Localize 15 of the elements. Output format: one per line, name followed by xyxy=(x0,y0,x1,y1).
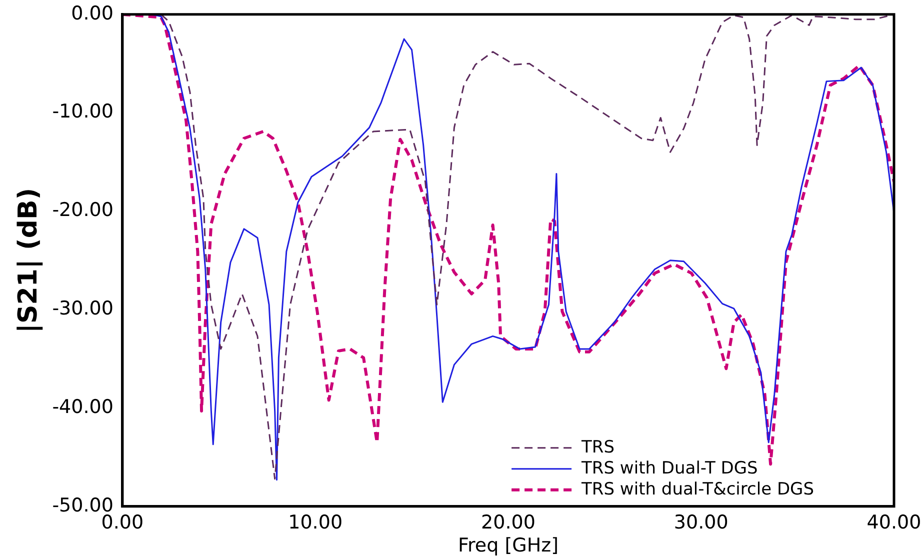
x-tick-label: 30.00 xyxy=(674,512,728,534)
y-tick-label: -20.00 xyxy=(52,199,114,222)
legend-label: TRS with dual-T&circle DGS xyxy=(580,479,814,500)
x-axis-title: Freq [GHz] xyxy=(458,534,558,557)
x-tick-label: 0.00 xyxy=(101,512,144,534)
y-tick-label: -40.00 xyxy=(52,396,114,418)
x-tick-label: 20.00 xyxy=(481,512,536,534)
y-tick-label: -10.00 xyxy=(52,100,114,123)
x-tick-label: 10.00 xyxy=(288,512,343,534)
y-tick-label: 0.00 xyxy=(71,2,114,24)
y-tick-label: -30.00 xyxy=(52,298,114,320)
y-axis-title: |S21| (dB) xyxy=(13,188,44,333)
x-tick-label: 40.00 xyxy=(866,512,922,534)
legend-label: TRS xyxy=(580,437,615,458)
legend-label: TRS with Dual-T DGS xyxy=(580,458,758,478)
